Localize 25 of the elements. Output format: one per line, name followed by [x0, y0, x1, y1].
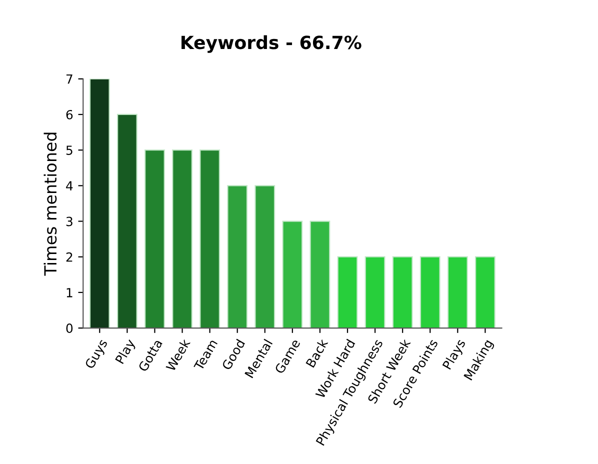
bar — [337, 256, 358, 328]
bar — [172, 150, 192, 328]
chart-title: Keywords - 66.7% — [182, 35, 362, 53]
y-tick-label: 2 — [66, 252, 72, 262]
bar — [144, 150, 165, 328]
bar — [89, 78, 110, 328]
bar — [475, 256, 496, 328]
bar — [310, 220, 330, 328]
y-axis-title: Times mentioned — [44, 132, 57, 276]
y-tick-label: 5 — [66, 146, 72, 155]
bar — [254, 185, 276, 328]
y-tick-label: 1 — [66, 288, 72, 298]
bar — [116, 114, 138, 328]
y-tick-label: 6 — [66, 110, 73, 120]
bar — [420, 256, 440, 328]
bar — [200, 150, 220, 328]
y-tick-label: 7 — [66, 74, 72, 84]
y-tick-label: 4 — [66, 181, 73, 190]
y-tick-label: 3 — [66, 216, 72, 226]
bar — [227, 185, 248, 328]
y-tick-label: 0 — [66, 324, 73, 333]
bar — [447, 256, 468, 328]
bar — [282, 220, 303, 328]
bar — [392, 256, 413, 328]
bar — [364, 256, 386, 328]
